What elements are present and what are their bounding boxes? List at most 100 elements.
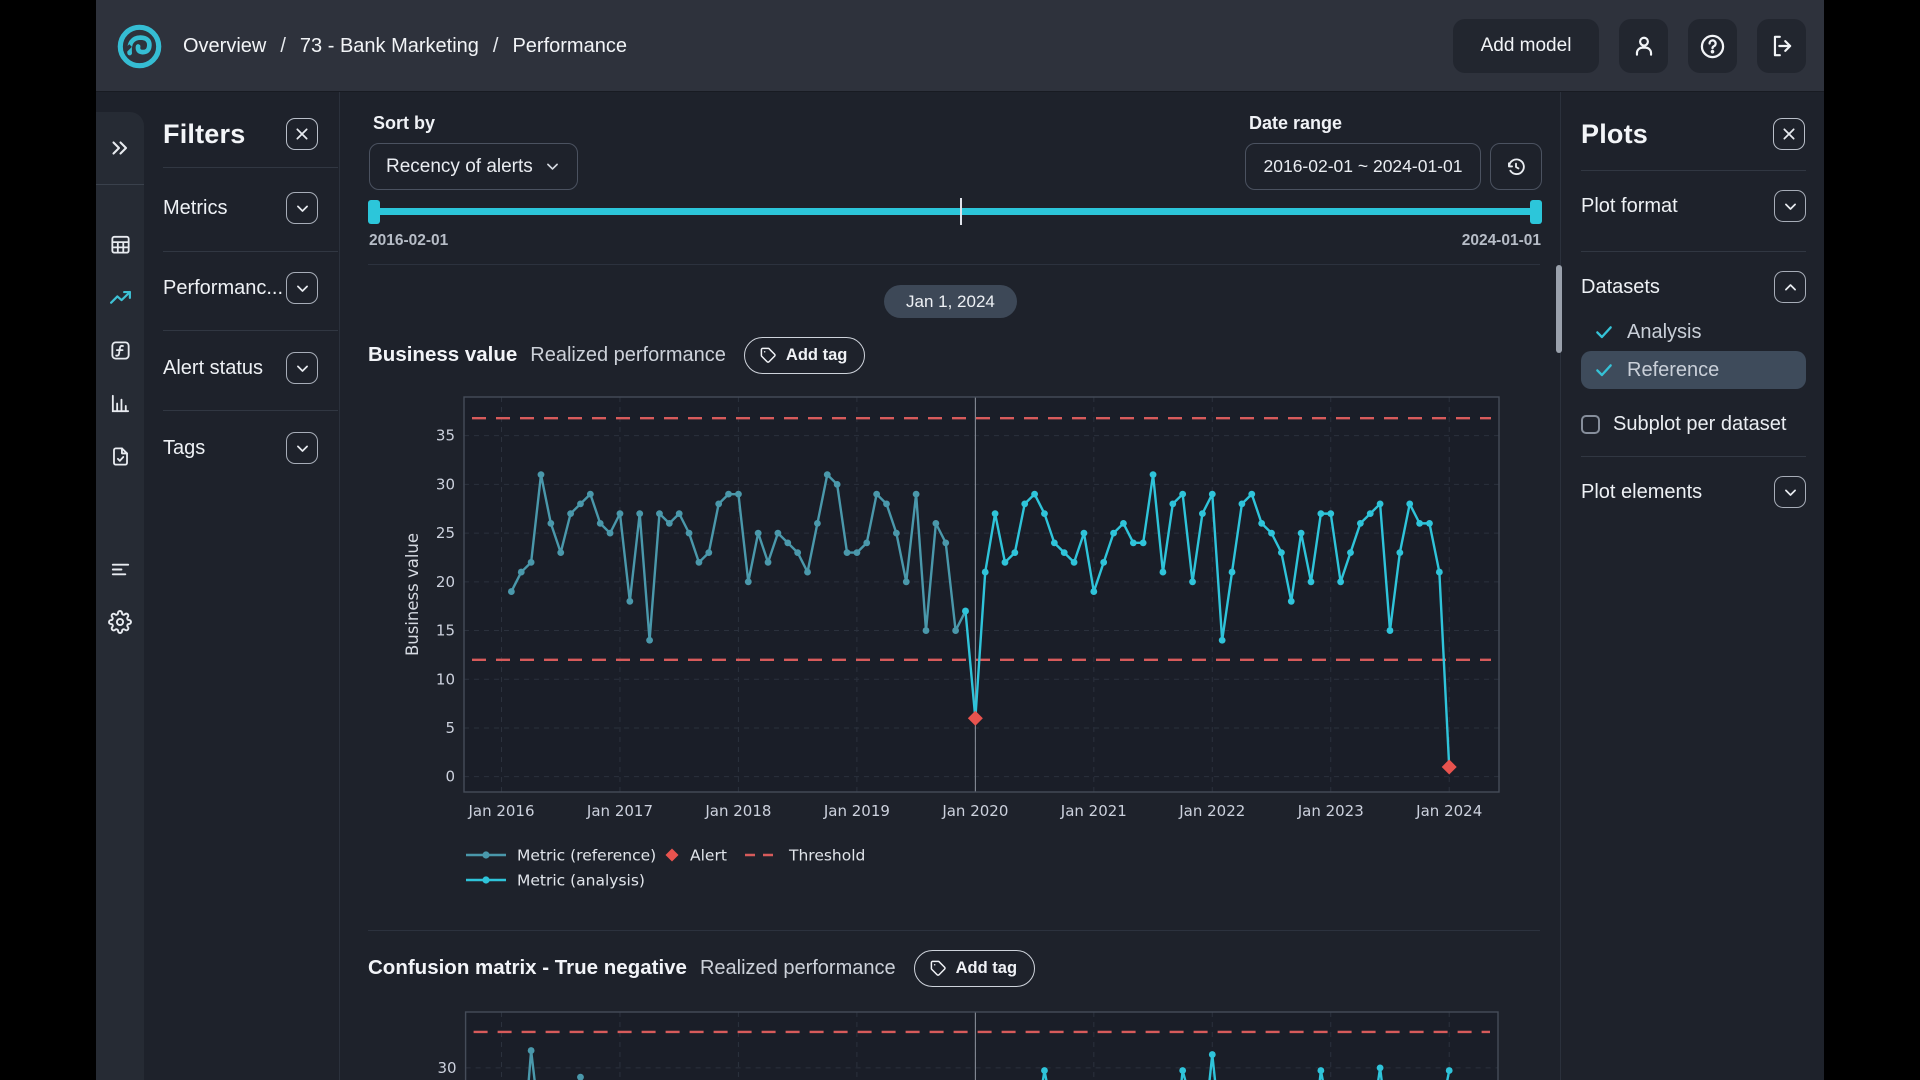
alert-marker[interactable]	[1441, 759, 1457, 775]
tag-icon	[930, 960, 946, 976]
bar-chart-icon	[111, 394, 129, 412]
rail-expand-area	[96, 112, 144, 185]
nannyml-logo-icon[interactable]	[117, 24, 162, 69]
plots-title: Plots	[1581, 118, 1649, 149]
check-icon	[1596, 364, 1612, 377]
sidebar-item-settings[interactable]	[96, 596, 144, 648]
date-range-reset-button[interactable]	[1490, 143, 1542, 190]
subplot-checkbox[interactable]	[1581, 414, 1600, 434]
filter-performance-dropdown[interactable]	[286, 272, 318, 304]
chevron-down-icon	[296, 365, 308, 372]
dataset-option-label: Analysis	[1627, 320, 1702, 343]
section-business-value-header: Business value Realized performance Add …	[368, 336, 866, 374]
divider	[163, 410, 338, 411]
datasets-collapse-button[interactable]	[1774, 271, 1806, 303]
plot-format-dropdown[interactable]	[1774, 190, 1806, 222]
date-range-label: Date range	[1249, 113, 1343, 133]
slider-handle-end[interactable]	[1530, 200, 1542, 224]
plot-elements-dropdown[interactable]	[1774, 476, 1806, 508]
breadcrumb-page[interactable]: Performance	[512, 34, 627, 57]
sidebar-item-table[interactable]	[96, 218, 144, 270]
sidebar-item-performance[interactable]	[96, 271, 144, 323]
dataset-option-analysis[interactable]: Analysis	[1581, 313, 1806, 351]
business-value-chart[interactable]: Jan 2016 Jan 2017 Jan 2018 Jan 2019 Jan 2020…	[368, 390, 1540, 900]
top-header: Overview / 73 - Bank Marketing / Perform…	[96, 0, 1824, 92]
add-tag-button[interactable]: Add tag	[913, 949, 1036, 987]
scrollbar-thumb[interactable]	[1556, 265, 1562, 353]
content-divider	[368, 264, 1540, 265]
tag-icon	[760, 347, 776, 363]
svg-text:Jan 2016: Jan 2016	[467, 802, 534, 820]
app-window: Overview / 73 - Bank Marketing / Perform…	[96, 0, 1824, 1080]
add-tag-button[interactable]: Add tag	[743, 336, 866, 374]
legend-item[interactable]: Alert	[665, 847, 727, 865]
gear-icon	[108, 610, 132, 634]
section-subtitle: Realized performance	[530, 343, 726, 366]
sidebar-item-list[interactable]	[96, 543, 144, 595]
filter-metrics-dropdown[interactable]	[286, 192, 318, 224]
history-icon	[1508, 158, 1525, 175]
close-icon	[1783, 128, 1795, 140]
subplot-per-dataset-row[interactable]: Subplot per dataset	[1581, 411, 1806, 437]
svg-text:5: 5	[445, 719, 455, 737]
slider-handle-start[interactable]	[368, 200, 380, 224]
svg-text:Jan 2020: Jan 2020	[941, 802, 1008, 820]
expand-sidebar-button[interactable]	[96, 122, 144, 174]
filter-tags-label: Tags	[163, 436, 206, 459]
table-icon	[110, 235, 130, 254]
svg-text:Jan 2017: Jan 2017	[586, 802, 653, 820]
add-tag-label: Add tag	[785, 345, 848, 364]
chevrons-right-icon	[112, 141, 128, 155]
filter-tags-dropdown[interactable]	[286, 432, 318, 464]
plot-format-label: Plot format	[1581, 194, 1678, 217]
legend-item[interactable]: Metric (analysis)	[466, 872, 645, 890]
main-content: Sort by Recency of alerts Date range 201…	[340, 92, 1560, 1080]
sort-by-select[interactable]: Recency of alerts	[369, 143, 578, 190]
breadcrumb-model[interactable]: 73 - Bank Marketing	[299, 34, 479, 57]
slider-track[interactable]	[370, 208, 1540, 215]
chevron-up-icon	[1784, 283, 1796, 290]
svg-text:Business value: Business value	[403, 533, 422, 656]
help-button[interactable]	[1688, 19, 1737, 73]
svg-text:30: 30	[436, 475, 455, 493]
dataset-option-reference[interactable]: Reference	[1581, 351, 1806, 389]
section-title: Business value	[368, 343, 518, 366]
alert-marker[interactable]	[967, 710, 983, 726]
subplot-label: Subplot per dataset	[1613, 412, 1787, 435]
chevron-down-icon	[547, 163, 558, 170]
svg-text:Jan 2018: Jan 2018	[704, 802, 771, 820]
filters-divider	[339, 92, 340, 1080]
icon-rail	[96, 92, 144, 1080]
chevron-down-icon	[1784, 489, 1796, 496]
breadcrumb-overview[interactable]: Overview	[183, 34, 267, 57]
filters-title: Filters	[163, 118, 246, 149]
add-model-button[interactable]: Add model	[1453, 19, 1599, 73]
section-title: Confusion matrix - True negative	[368, 956, 687, 979]
slider-end-date: 2024-01-01	[1461, 232, 1541, 249]
filters-close-button[interactable]	[286, 118, 318, 150]
confusion-matrix-chart[interactable]: 302520	[368, 1000, 1540, 1080]
filter-alert-status-dropdown[interactable]	[286, 352, 318, 384]
svg-text:0: 0	[445, 768, 455, 786]
chevron-down-icon	[296, 205, 308, 212]
logout-button[interactable]	[1757, 19, 1806, 73]
panel-title-row: Filters	[163, 114, 318, 154]
sidebar-item-file-check[interactable]	[96, 430, 144, 482]
logout-icon	[1773, 35, 1791, 57]
function-square-icon	[110, 340, 130, 360]
svg-text:Metric (reference): Metric (reference)	[517, 847, 656, 865]
legend-item[interactable]: Threshold	[745, 847, 865, 865]
series-metric-reference-	[527, 1047, 584, 1080]
sidebar-item-bar-chart[interactable]	[96, 377, 144, 429]
plots-close-button[interactable]	[1773, 118, 1805, 150]
user-icon	[1635, 36, 1652, 56]
svg-text:Metric (analysis): Metric (analysis)	[517, 872, 645, 890]
legend-item[interactable]: Metric (reference)	[466, 847, 656, 865]
list-icon	[111, 563, 129, 575]
date-range-input[interactable]: 2016-02-01 ~ 2024-01-01	[1245, 143, 1481, 190]
user-button[interactable]	[1619, 19, 1668, 73]
svg-text:35: 35	[436, 427, 455, 445]
content-divider	[368, 930, 1540, 931]
sidebar-item-function[interactable]	[96, 324, 144, 376]
plot-elements-label: Plot elements	[1581, 480, 1703, 503]
